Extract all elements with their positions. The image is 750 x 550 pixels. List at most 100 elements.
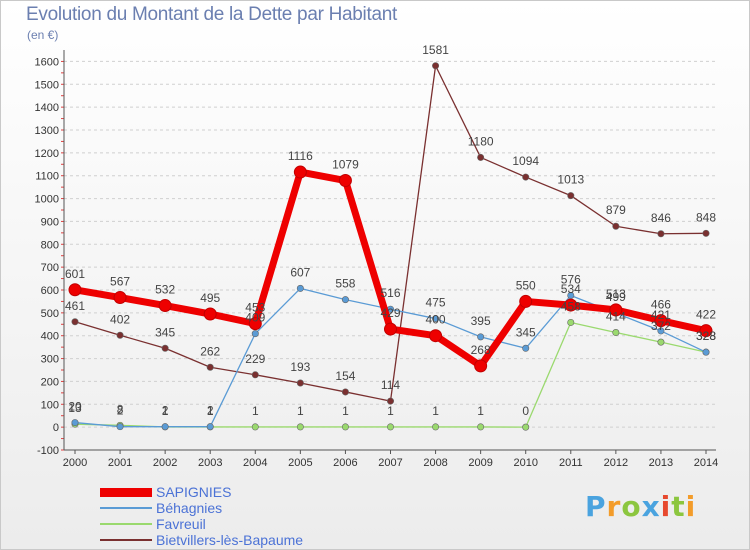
data-label: 372 [651, 319, 671, 333]
data-point [609, 303, 623, 317]
data-label: 8 [117, 402, 124, 416]
data-label: 1 [477, 404, 484, 418]
data-point [702, 229, 710, 237]
data-point [251, 330, 259, 338]
data-label: 2 [207, 404, 214, 418]
x-tick-label: 2002 [153, 457, 177, 469]
data-label: 567 [110, 275, 130, 289]
y-tick-label: 200 [41, 376, 59, 388]
y-tick-label: 600 [41, 285, 59, 297]
logo-letter: P [585, 490, 607, 523]
grid [64, 60, 716, 451]
y-tick-label: 1100 [35, 171, 59, 183]
data-point [522, 173, 530, 181]
data-label: 466 [651, 298, 671, 312]
data-point [657, 327, 665, 335]
x-tick-label: 2009 [468, 457, 492, 469]
y-tick-label: 700 [41, 262, 59, 274]
data-label: 495 [200, 291, 220, 305]
data-point [702, 348, 710, 356]
data-label: 601 [65, 267, 85, 281]
x-tick-label: 2000 [63, 457, 87, 469]
data-label: 1180 [468, 134, 494, 148]
data-label: 1013 [557, 173, 584, 187]
y-tick-label: 500 [41, 308, 59, 320]
data-label: 1 [342, 404, 349, 418]
data-label: 1 [432, 404, 439, 418]
data-label: 114 [381, 378, 400, 392]
data-label: 1 [252, 404, 259, 418]
x-tick-label: 2007 [378, 457, 402, 469]
axes: -100010020030040050060070080090010001100… [35, 50, 718, 469]
y-tick-label: 1600 [35, 56, 59, 68]
data-point [296, 423, 304, 431]
data-point [612, 222, 620, 230]
y-tick-label: 1300 [35, 125, 59, 137]
y-tick-label: 900 [41, 216, 59, 228]
data-label: 576 [561, 272, 581, 286]
y-tick-label: 400 [41, 331, 59, 343]
data-label: 328 [696, 329, 716, 343]
data-label: 414 [606, 310, 626, 324]
data-label: 2 [117, 404, 124, 418]
data-point [386, 423, 394, 431]
legend-label: SAPIGNIES [156, 484, 232, 500]
data-point [657, 230, 665, 238]
data-point [293, 165, 307, 179]
data-point [567, 318, 575, 326]
x-tick-label: 2012 [604, 457, 628, 469]
data-label: 1581 [422, 43, 449, 57]
data-point [522, 423, 530, 431]
data-label: 848 [696, 210, 716, 224]
data-point [564, 298, 578, 312]
x-tick-label: 2003 [198, 457, 222, 469]
data-label: 229 [245, 352, 265, 366]
chart-subtitle: (en €) [27, 28, 59, 42]
data-point [477, 333, 485, 341]
data-point [248, 317, 262, 331]
data-point [657, 338, 665, 346]
y-tick-label: 1400 [35, 102, 59, 114]
x-tick-label: 2005 [288, 457, 312, 469]
data-label: 1094 [512, 154, 539, 168]
data-label: 345 [155, 325, 175, 339]
data-label: 193 [290, 360, 310, 374]
data-label: 558 [335, 277, 355, 291]
logo-letter: x [641, 490, 661, 523]
data-label: 453 [245, 301, 265, 315]
data-point [68, 283, 82, 297]
legend-swatch [100, 507, 152, 509]
x-tick-label: 2010 [513, 457, 537, 469]
data-label: 513 [606, 287, 626, 301]
data-label: 607 [290, 265, 310, 279]
data-point [71, 318, 79, 326]
data-label: 395 [471, 314, 491, 328]
data-point [341, 423, 349, 431]
legend-swatch [100, 523, 152, 525]
chart-title: Evolution du Montant de la Dette par Hab… [26, 4, 397, 25]
data-label: 461 [65, 299, 85, 313]
legend-label: Bietvillers-lès-Bapaume [156, 532, 304, 548]
data-point [432, 423, 440, 431]
data-point [612, 329, 620, 337]
data-label: 409 [245, 311, 265, 325]
data-label: 1116 [288, 149, 313, 163]
data-point [296, 379, 304, 387]
data-point [429, 329, 443, 343]
y-tick-label: 800 [41, 239, 59, 251]
x-tick-label: 2011 [559, 457, 583, 469]
data-label: 400 [426, 313, 446, 327]
y-tick-label: 0 [53, 422, 59, 434]
data-label: 879 [606, 203, 626, 217]
y-tick-label: 300 [41, 354, 59, 366]
data-label: 422 [696, 308, 716, 322]
x-tick-label: 2001 [108, 457, 132, 469]
data-label: 13 [68, 401, 82, 415]
data-label: 1 [297, 404, 304, 418]
x-tick-label: 2004 [243, 457, 267, 469]
x-tick-label: 2006 [333, 457, 357, 469]
data-point [341, 388, 349, 396]
data-point [477, 423, 485, 431]
data-point [203, 307, 217, 321]
